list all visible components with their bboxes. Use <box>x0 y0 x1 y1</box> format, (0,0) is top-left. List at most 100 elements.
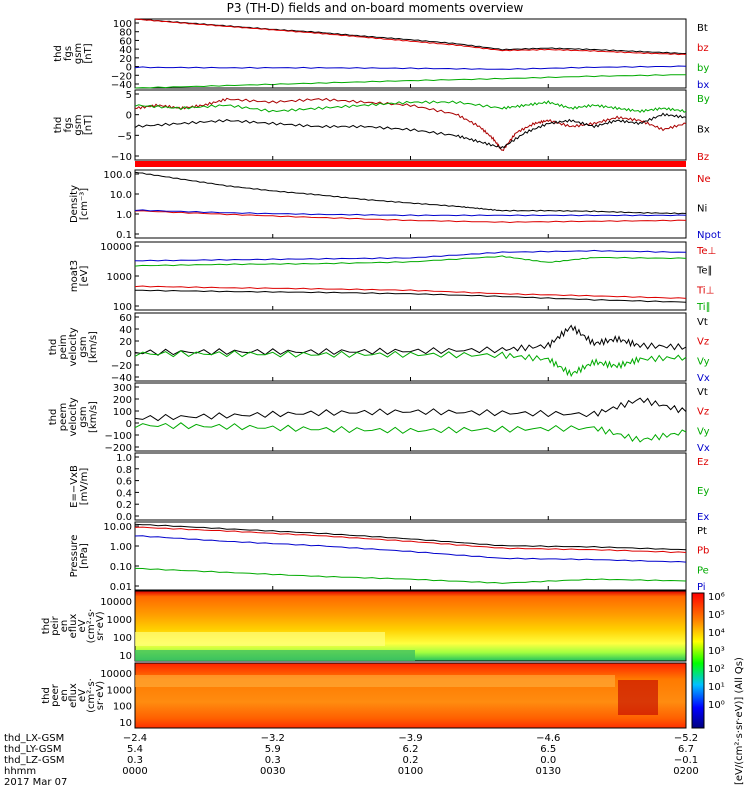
y-tick-label: 0 <box>126 349 132 360</box>
y-tick-label: 60 <box>119 36 132 47</box>
spectrogram-electrons <box>134 662 687 729</box>
series-line <box>134 526 687 554</box>
spec-y-axis-label-line: (cm²·s· <box>86 678 97 713</box>
spec-y-axis-label-line: thd <box>41 687 52 704</box>
x-row-value: 0030 <box>260 766 285 777</box>
y-tick-label: 60 <box>119 313 132 324</box>
spec-y-axis-label-line: en <box>59 620 70 633</box>
y-tick-label: 10.0 <box>110 190 132 201</box>
series-line <box>134 397 687 422</box>
y-axis-label-line: gsm <box>73 114 84 135</box>
y-tick-label: −20 <box>111 71 132 82</box>
x-axis: −2.4 −3.2 −3.9 −4.6 −5.2 thd_LX-GSMthd_LY-GSM… <box>4 733 699 788</box>
y-tick-label: 40 <box>119 45 132 56</box>
spec-y-axis-label-line: eflux <box>68 614 79 639</box>
y-axis-label-line: gsm <box>73 43 84 64</box>
y-tick-label: 5 <box>126 90 132 101</box>
x-row-value: 0130 <box>536 766 561 777</box>
y-tick-label: 0.0 <box>116 512 132 523</box>
y-tick-label: −200 <box>105 443 132 454</box>
legend-entry: Te∥ <box>696 266 713 277</box>
series-line <box>134 255 687 267</box>
series-line <box>134 210 687 224</box>
y-tick-label: 20 <box>119 54 132 65</box>
y-tick-label: 1.00 <box>110 542 132 553</box>
colorbar: 10⁶ 10⁵ 10⁴ 10³ 10² 10¹ 10⁰ [eV/(cm²·s·sr·eV)]… <box>691 592 745 785</box>
y-axis-label-line: fgs <box>63 46 74 61</box>
spectrogram-electrons-image <box>134 662 687 729</box>
spec-y-tick-label: 10000 <box>100 669 132 680</box>
spectrogram-ions <box>134 590 687 662</box>
y-tick-label: −40 <box>111 373 132 384</box>
series-line <box>134 324 687 356</box>
y-axis-label-line: thd <box>48 409 59 426</box>
x-tick-label: −5.2 <box>674 733 698 744</box>
spec-y-tick-label: 1000 <box>107 685 132 696</box>
series-line <box>134 535 687 563</box>
spec-y-axis-label-line: thd <box>41 618 52 635</box>
y-axis-label-line: [cm⁻³] <box>79 188 90 220</box>
series-line <box>134 249 687 262</box>
y-axis-label-line: [km/s] <box>88 331 99 363</box>
y-tick-label: 100 <box>113 407 132 418</box>
x-row-value: 0.2 <box>403 755 419 766</box>
spectrogram-electrons-burst <box>618 680 658 715</box>
spectrogram-electrons-band <box>135 675 615 687</box>
panel-frame <box>134 452 687 521</box>
spec-y-axis-label-line: eV <box>77 619 88 632</box>
spec-y-tick-label: 10000 <box>100 597 132 608</box>
panel-frame <box>134 382 687 452</box>
colorbar-label: [eV/(cm²·s·sr·eV)] (All Qs) <box>734 657 745 785</box>
series-line <box>134 523 687 551</box>
spec-y-axis-label-line: en <box>59 689 70 702</box>
legend-entry: Bt <box>697 23 708 34</box>
x-tick-label: −4.6 <box>536 733 560 744</box>
y-axis-label-line: thd <box>53 117 64 134</box>
colorbar-tick-label: 10⁰ <box>708 700 725 711</box>
x-row-value: 5.9 <box>265 744 281 755</box>
x-row-value: 0000 <box>122 766 147 777</box>
panel-frame <box>134 18 687 89</box>
legend-entry: Npot <box>697 230 721 241</box>
spec-y-tick-label: 1000 <box>107 615 132 626</box>
y-tick-label: 100 <box>113 19 132 30</box>
spec-y-axis-label-line: peir <box>50 615 61 635</box>
legend-entry: Bz <box>697 152 709 163</box>
y-axis-label-line: gsm <box>78 336 89 357</box>
y-tick-label: −20 <box>111 361 132 372</box>
spec-y-tick-label: 10 <box>119 651 132 662</box>
chart-title: P3 (TH-D) fields and on-board moments ov… <box>227 1 524 15</box>
y-tick-label: 100 <box>113 302 132 313</box>
x-row-value: 0.3 <box>127 755 143 766</box>
y-axis-label-line: [nT] <box>83 43 94 63</box>
x-row-value: 6.5 <box>540 744 556 755</box>
legend-entry: Pb <box>697 546 709 557</box>
x-date-label: 2017 Mar 07 <box>4 777 67 788</box>
series-line <box>134 18 686 54</box>
series-line <box>134 350 687 378</box>
legend-entry: by <box>697 63 709 74</box>
spec-y-axis-label-line: sr·eV) <box>95 611 106 640</box>
spec-y-axis-label-line: (cm²·s· <box>86 609 97 644</box>
spec-y-axis-label-line: sr·eV) <box>95 681 106 710</box>
series-line <box>134 422 687 443</box>
colorbar-tick-label: 10² <box>708 664 725 675</box>
y-axis-label-line: Pressure <box>69 535 80 578</box>
x-row-name: thd_LY-GSM <box>4 744 61 755</box>
spectrogram-ions-low-band <box>135 650 415 661</box>
panel-2: 5 0 −5 −10 thd fgs gsm [nT] By Bx Bz <box>53 89 710 163</box>
x-row-name: hhmm <box>4 766 36 777</box>
y-axis-label-line: fgs <box>63 117 74 132</box>
y-tick-label: −10 <box>111 152 132 163</box>
legend-entry: bx <box>697 80 709 91</box>
spec-y-axis-label-line: eV <box>77 689 88 702</box>
y-tick-label: 10.00 <box>103 522 132 533</box>
y-tick-label: 1000 <box>107 272 132 283</box>
x-row-value: 0200 <box>673 766 698 777</box>
legend-entry: Ni <box>697 203 707 214</box>
legend-entry: Ex <box>697 512 709 523</box>
spec-y-axis-label-line: peer <box>50 683 61 707</box>
